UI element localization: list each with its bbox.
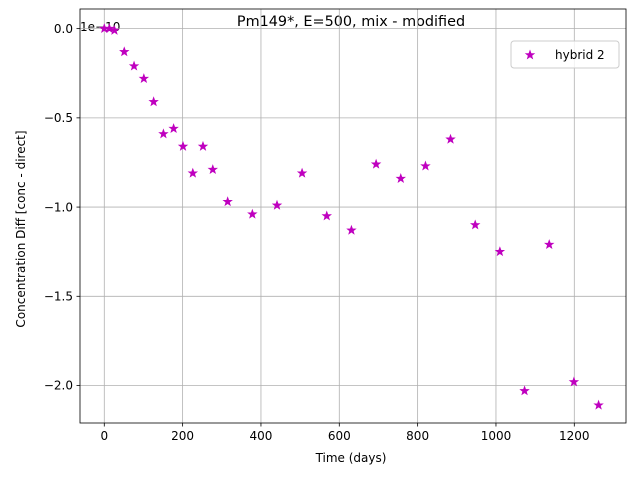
grid-lines	[80, 9, 626, 423]
data-point	[247, 208, 258, 219]
data-point	[119, 46, 130, 57]
data-point	[222, 196, 233, 207]
legend-marker-star	[524, 49, 536, 60]
x-tick-label: 1000	[481, 429, 512, 443]
data-point	[494, 246, 506, 257]
data-point	[420, 160, 431, 171]
x-tick-label: 600	[328, 429, 351, 443]
data-point	[370, 158, 382, 169]
y-tick-label: −2.0	[44, 379, 73, 393]
x-tick-label: 800	[406, 429, 429, 443]
series-hybrid-2	[99, 23, 604, 410]
data-point	[104, 23, 115, 34]
chart-title: Pm149*, E=500, mix - modified	[237, 14, 465, 30]
axes-frame	[79, 8, 627, 424]
y-tick-label: −1.0	[44, 200, 73, 214]
y-tick-label: −0.5	[44, 111, 73, 125]
data-point	[128, 60, 140, 71]
data-point	[568, 376, 580, 387]
x-tick-label: 0	[100, 429, 108, 443]
y-axis-label: Concentration Diff [conc - direct]	[14, 130, 28, 327]
data-point	[148, 96, 159, 107]
data-point	[321, 210, 332, 221]
data-point	[109, 24, 120, 35]
data-point	[519, 385, 530, 396]
legend: hybrid 2	[510, 40, 620, 69]
x-tick-label: 400	[250, 429, 273, 443]
x-axis-label: Time (days)	[315, 451, 387, 465]
data-point	[207, 164, 218, 175]
y-tick-label: 0.0	[54, 22, 73, 36]
axis-ticks: 0 200 400 600 800 1000 1200 0.0 −0.5 −1.0 −1.5 −2.0	[44, 22, 590, 443]
data-point	[445, 133, 456, 144]
data-point	[395, 173, 406, 183]
legend-box	[510, 40, 620, 69]
data-point	[271, 199, 283, 210]
data-point	[469, 219, 481, 230]
data-point	[544, 239, 555, 249]
data-point	[593, 399, 604, 410]
data-point	[197, 140, 209, 151]
data-point	[346, 224, 357, 235]
data-point	[296, 167, 308, 178]
legend-label: hybrid 2	[555, 48, 605, 62]
data-point	[177, 140, 189, 151]
data-point	[138, 73, 150, 84]
y-tick-label: −1.5	[44, 290, 73, 304]
x-tick-label: 200	[171, 429, 194, 443]
data-point	[187, 167, 199, 178]
x-tick-label: 1200	[559, 429, 590, 443]
data-point	[168, 123, 179, 133]
data-point	[158, 128, 169, 139]
